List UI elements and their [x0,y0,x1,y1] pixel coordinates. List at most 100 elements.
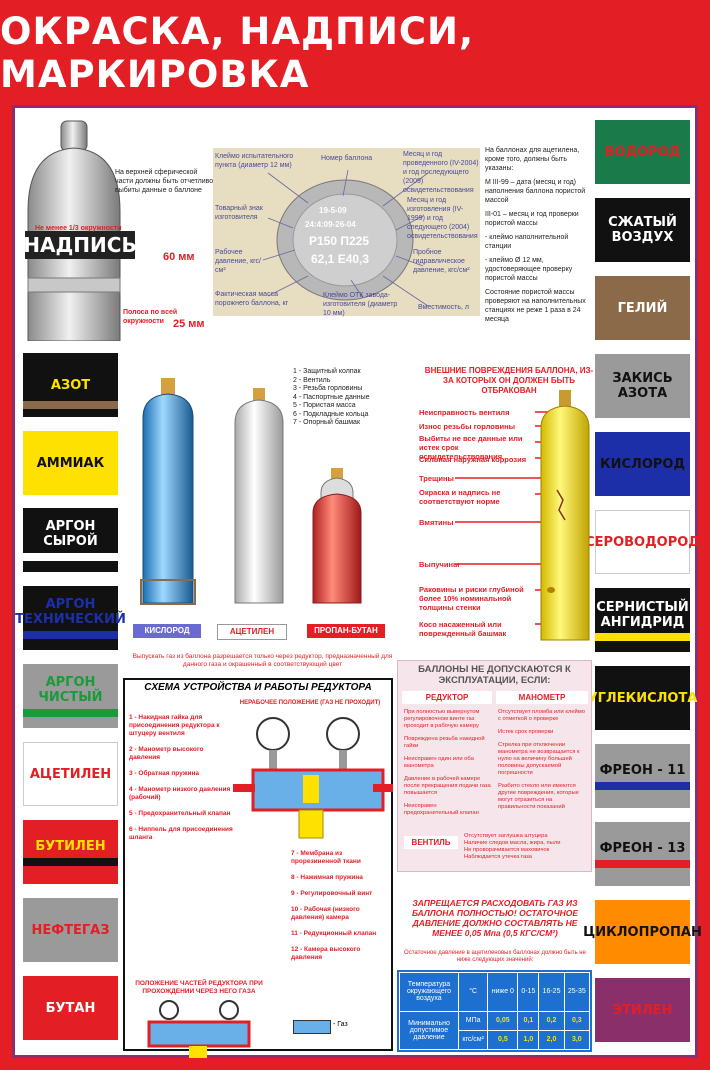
stamp-label-1: Клеймо испытательного пункта (диаметр 12… [215,153,294,169]
acetylene-k2: - клеймо Ø 12 мм, удостоверяющее проверк… [485,257,573,282]
col-manometer-title: МАНОМЕТР [496,691,588,704]
residual-unit-mpa: МПа [457,1010,489,1031]
damage-item-7: Вмятины [419,518,454,527]
cylinder-parts-list: 1 - Защитный колпак 2 - Вентиль 3 - Резь… [293,368,370,426]
cylinder-name-oxygen: КИСЛОРОД [133,624,201,638]
reducer-position-title: ПОЛОЖЕНИЕ ЧАСТЕЙ РЕДУКТОРА ПРИ ПРОХОЖДЕН… [135,980,263,995]
damage-heading: ВНЕШНИЕ ПОВРЕЖДЕНИЯ БАЛЛОНА, ИЗ-ЗА КОТОР… [424,366,594,395]
damage-item-3: Выбиты не все данные или истек срок осви… [419,434,523,461]
poster-panel: НАДПИСЬ На верхней сферической части дол… [12,105,702,1058]
cylinders-illustration [140,378,362,605]
residual-head-3: 16-25 [538,972,565,1012]
one-third-note: Не менее 1/3 окружности [35,225,122,232]
cylinder-name-acetylene: АЦЕТИЛЕН [217,624,287,640]
stamp-label-3: Месяц и год проведенного (IV-2004) и год… [403,151,479,194]
damage-item-5: Трещины [419,474,454,483]
residual-row-label: Минимально допустимое давление [399,1010,459,1050]
acetylene-state: Состояние пористой массы проверяют на на… [485,289,586,323]
stamp-mark-4: 62,1 Е40,3 [311,252,370,266]
label-acetylene: АЦЕТИЛЕН [23,742,118,806]
label-argon-pure: АРГОН ЧИСТЫЙ [23,664,118,728]
acetylene-k1: - клеймо наполнительной станции [485,234,569,250]
stamp-mark-3: Р150 П225 [309,234,370,248]
label-helium: ГЕЛИЙ [595,276,690,340]
label-cyclopropane: ЦИКЛОПРОПАН [583,900,702,964]
forbidden-note: ЗАПРЕЩАЕТСЯ РАСХОДОВАТЬ ГАЗ ИЗ БАЛЛОНА П… [411,898,579,938]
acetylene-h: III-01 – месяц и год проверки пористой м… [485,211,579,227]
stamp-label-6: Рабочее давление, кгс/см² [215,249,261,274]
damage-item-6: Окраска и надпись не соответствуют норме [419,488,501,506]
stripe-note: Полоса по всей окружности [123,309,178,325]
reducer-heading: СХЕМА УСТРОЙСТВА И РАБОТЫ РЕДУКТОРА [144,682,372,693]
stamp-mark-2: 24:4:09-26-04 [305,220,356,229]
reducer-note: Выпускать газ из баллона разрешается тол… [132,653,393,668]
residual-head-4: 25-35 [563,972,591,1012]
label-argon-tech: АРГОН ТЕХНИЧЕСКИЙ [15,586,126,650]
damage-item-8: Выпучины [419,560,460,569]
stamp-diagram: Клеймо испытательного пункта (диаметр 12… [213,148,480,317]
col-valve-title: ВЕНТИЛЬ [404,836,458,849]
damage-item-2: Износ резьбы горловины [419,422,516,431]
stamp-label-5: Месяц и год изготовления (IV-1999) и год… [407,197,478,240]
label-carbon-dioxide: УГЛЕКИСЛОТА [588,666,697,730]
valve-conditions: Отсутствует заглушка штуцера Наличие сле… [464,833,561,860]
not-allowed-box: БАЛЛОНЫ НЕ ДОПУСКАЮТСЯ К ЭКСПЛУАТАЦИИ, Е… [397,660,592,872]
stamp-label-10: Вместимость, л [418,304,469,311]
label-compressed-air: СЖАТЫЙ ВОЗДУХ [595,198,690,262]
reducer-diagram-bottom [147,1000,251,1058]
reducer-parts-left: 1 - Накидная гайка для присоединения ред… [129,714,233,841]
label-oxygen: КИСЛОРОД [595,432,690,496]
label-azot: АЗОТ [23,353,118,417]
not-allowed-heading: БАЛЛОНЫ НЕ ДОПУСКАЮТСЯ К ЭКСПЛУАТАЦИИ, Е… [418,664,571,686]
residual-head-unit: °С [457,972,489,1012]
label-freon-13: ФРЕОН - 13 [595,822,690,886]
gas-legend-label: - Газ [333,1021,348,1028]
stamp-label-4: Товарный знак изготовителя [215,205,263,221]
label-argon-raw: АРГОН СЫРОЙ [23,508,118,572]
label-butylene: БУТИЛЕН [23,820,118,884]
yellow-cylinder [540,390,590,641]
label-neftegaz: НЕФТЕГАЗ [23,898,118,962]
gas-legend-swatch [293,1020,331,1034]
stamp-label-7: Пробное гидравлическое давление, кгс/см² [413,249,470,274]
acetylene-m: М III-99 – дата (месяц и год) наполнения… [485,179,586,204]
label-ammiak: АММИАК [23,431,118,495]
damage-item-4: Сильная наружная коррозия [419,455,527,464]
label-hydrogen-sulfide: СЕРОВОДОРОД [585,510,700,574]
damage-item-9: Раковины и риски глубиной более 10% номи… [419,585,524,612]
page-title: ОКРАСКА, НАДПИСИ, МАРКИРОВКА [0,9,475,96]
acetylene-notes: На баллонах для ацетилена, кроме того, д… [485,146,593,324]
cylinder-name-propane: ПРОПАН-БУТАН [307,624,385,638]
reducer-diagram-top [233,717,393,839]
damage-item-10: Косо насаженный или поврежденный башмак [419,620,507,638]
residual-head-temp: Температура окружающего воздуха [399,972,459,1012]
manometer-conditions: Отсутствует пломба или клеймо с отметкой… [498,709,585,810]
stamp-mark-1: 19-5-09 [319,206,347,215]
residual-head-1: ниже 0 [487,972,519,1012]
stamp-label-9: Клеймо ОТК завода-изготовителя (диаметр … [323,292,398,317]
reducer-box: СХЕМА УСТРОЙСТВА И РАБОТЫ РЕДУКТОРА НЕРА… [123,678,393,1058]
label-freon-11: ФРЕОН - 11 [595,744,690,808]
col-reducer-title: РЕДУКТОР [402,691,492,704]
stripe-25-label: 25 мм [173,318,205,330]
acetylene-intro: На баллонах для ацетилена, кроме того, д… [485,147,580,172]
label-butane: БУТАН [23,976,118,1040]
residual-unit-kgs: кгс/см² [457,1029,489,1051]
label-nitrous-oxide: ЗАКИСЬ АЗОТА [595,354,690,418]
damage-item-1: Неисправность вентиля [419,408,510,417]
residual-table-box: Температура окружающего воздуха °С ниже … [397,970,592,1052]
reducer-parts-right: 7 - Мембрана из прорезиненной ткани 8 - … [291,850,377,961]
reducer-conditions: При полностью вывернутом регулировочном … [404,709,491,816]
stamp-label-2: Номер баллона [321,155,373,162]
residual-head-2: 0-15 [517,972,540,1012]
reducer-nonwork: НЕРАБОЧЕЕ ПОЛОЖЕНИЕ (ГАЗ НЕ ПРОХОДИТ) [239,700,381,706]
label-sulfur-dioxide: СЕРНИСТЫЙ АНГИДРИД [595,588,690,652]
cylinder-label-text: НАДПИСЬ [23,231,137,259]
stamp-label-8: Фактическая масса порожнего баллона, кг [215,291,289,307]
cylinder-top-note: На верхней сферической части должны быть… [115,169,214,194]
label-vodorod: ВОДОРОД [595,120,690,184]
label-ethylene: ЭТИЛЕН [595,978,690,1042]
height-60-label: 60 мм [163,251,195,263]
residual-caption: Остаточное давление в ацетиленовых балло… [404,950,586,963]
residual-table: Температура окружающего воздуха °С ниже … [399,972,591,1051]
